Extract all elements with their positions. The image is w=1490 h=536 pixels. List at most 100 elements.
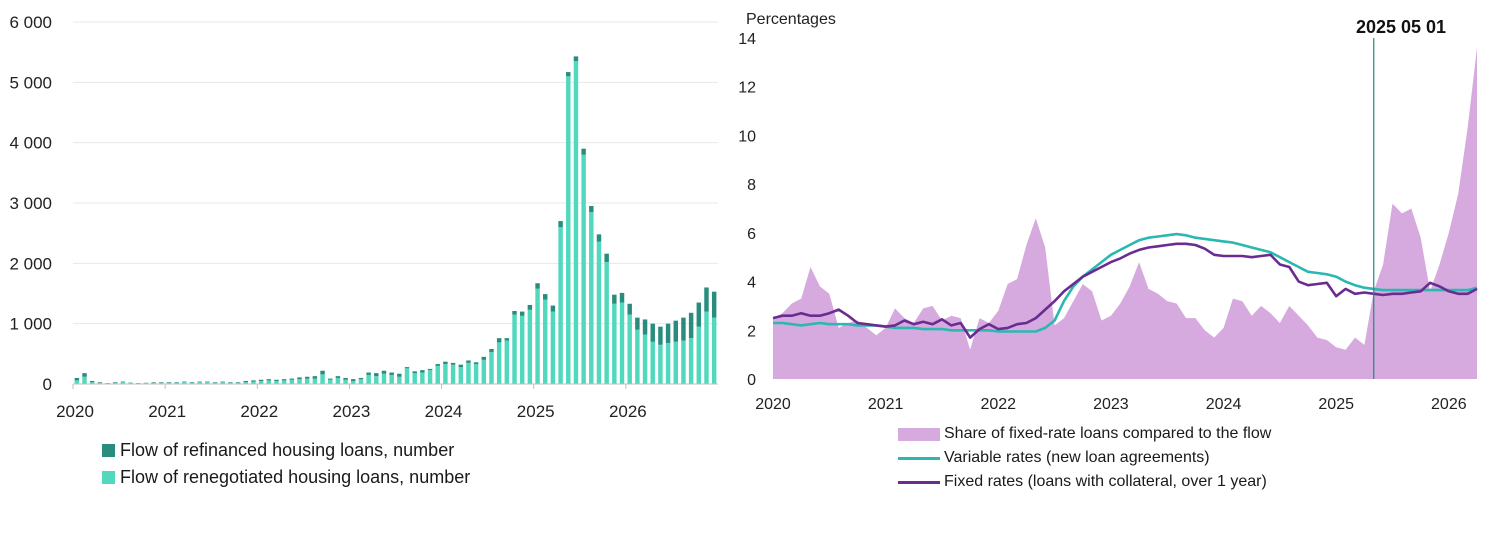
left-x-tick-label: 2026 xyxy=(609,402,647,421)
bar-refinanced xyxy=(627,303,632,315)
bar-refinanced xyxy=(412,371,417,374)
bar-refinanced xyxy=(704,287,709,312)
left-bar-chart: 0 1 000 2 000 3 000 4 000 5 000 6 000 2020 2021 2… xyxy=(9,13,718,421)
bar-renegotiated xyxy=(343,379,348,384)
bar-refinanced xyxy=(589,206,594,213)
bar-refinanced xyxy=(243,380,248,383)
bar-refinanced xyxy=(642,319,648,335)
right-x-tick-label: 2024 xyxy=(1206,396,1242,413)
bar-renegotiated xyxy=(320,374,325,384)
left-x-tick-label: 2025 xyxy=(517,402,555,421)
left-x-tick-label: 2020 xyxy=(56,402,94,421)
share-area-swatch xyxy=(898,427,940,441)
left-y-tick-label: 6 000 xyxy=(9,13,52,32)
bar-renegotiated xyxy=(328,379,333,384)
right-legend: Share of fixed-rate loans compared to th… xyxy=(898,425,1271,491)
bar-refinanced xyxy=(404,367,410,369)
bar-refinanced xyxy=(496,338,502,343)
bar-refinanced xyxy=(89,380,95,383)
right-y-tick-label: 8 xyxy=(747,177,756,194)
bar-renegotiated xyxy=(558,227,563,384)
bar-renegotiated xyxy=(82,376,87,384)
bar-refinanced xyxy=(650,323,655,342)
bar-refinanced xyxy=(665,323,671,343)
bar-refinanced xyxy=(297,377,302,380)
bar-renegotiated xyxy=(366,374,371,384)
bar-renegotiated xyxy=(412,373,417,384)
right-x-tick-label: 2020 xyxy=(755,396,791,413)
bar-refinanced xyxy=(389,372,394,375)
bar-renegotiated xyxy=(381,373,387,384)
bar-refinanced xyxy=(166,382,172,383)
refinanced-swatch xyxy=(102,444,115,457)
legend-label-share-fixed: Share of fixed-rate loans compared to th… xyxy=(944,425,1272,442)
bar-refinanced xyxy=(343,377,348,380)
right-area-layer xyxy=(773,47,1477,379)
legend-item-share-fixed: Share of fixed-rate loans compared to th… xyxy=(898,425,1271,443)
bar-refinanced xyxy=(235,382,241,383)
bar-renegotiated xyxy=(312,378,318,384)
bar-renegotiated xyxy=(113,382,118,384)
right-y-tick-label: 2 xyxy=(747,323,756,340)
bar-renegotiated xyxy=(635,329,640,384)
bar-refinanced xyxy=(120,381,126,383)
bar-refinanced xyxy=(535,283,540,289)
left-x-tick-label: 2022 xyxy=(240,402,278,421)
bar-renegotiated xyxy=(297,379,302,384)
left-gridlines xyxy=(73,21,718,325)
bar-refinanced xyxy=(266,379,272,381)
bar-refinanced xyxy=(174,382,179,383)
bar-renegotiated xyxy=(527,309,533,384)
bar-renegotiated xyxy=(688,338,694,384)
bar-renegotiated xyxy=(566,76,571,385)
left-y-tick-label: 3 000 xyxy=(9,194,52,213)
bar-refinanced xyxy=(251,380,256,382)
bar-refinanced xyxy=(304,376,310,379)
right-line-layer xyxy=(772,232,1478,339)
bar-renegotiated xyxy=(619,302,625,384)
bar-renegotiated xyxy=(466,362,471,384)
right-x-tick-label: 2023 xyxy=(1093,396,1129,413)
bar-refinanced xyxy=(205,381,210,383)
bar-refinanced xyxy=(581,148,586,155)
bar-renegotiated xyxy=(281,380,287,384)
bar-refinanced xyxy=(543,294,548,300)
bar-renegotiated xyxy=(358,379,364,384)
bar-renegotiated xyxy=(374,376,379,384)
bar-refinanced xyxy=(74,377,80,381)
bar-refinanced xyxy=(82,373,87,377)
bar-renegotiated xyxy=(489,352,494,384)
bar-renegotiated xyxy=(627,314,632,384)
right-y-tick-label: 10 xyxy=(738,128,756,145)
bar-refinanced xyxy=(604,253,609,263)
bar-renegotiated xyxy=(289,379,295,384)
bar-renegotiated xyxy=(174,382,179,384)
bar-refinanced xyxy=(351,379,356,381)
bar-renegotiated xyxy=(696,326,702,384)
bar-renegotiated xyxy=(74,380,80,384)
bar-renegotiated xyxy=(151,382,156,384)
legend-item-fixed-rates: Fixed rates (loans with collateral, over… xyxy=(898,473,1271,491)
bar-renegotiated xyxy=(550,311,556,384)
bar-renegotiated xyxy=(427,370,433,384)
bar-refinanced xyxy=(397,373,402,377)
bar-renegotiated xyxy=(182,382,187,384)
bar-renegotiated xyxy=(397,376,402,384)
bar-refinanced xyxy=(312,376,318,379)
bar-refinanced xyxy=(274,379,279,381)
left-y-tick-label: 5 000 xyxy=(9,73,52,92)
left-y-tick-label: 1 000 xyxy=(9,315,52,334)
bar-renegotiated xyxy=(128,382,133,384)
bar-renegotiated xyxy=(159,382,164,384)
bar-refinanced xyxy=(688,312,694,339)
right-y-tick-label: 6 xyxy=(747,226,756,243)
bar-refinanced xyxy=(189,382,195,383)
legend-item-refinanced: Flow of refinanced housing loans, number xyxy=(102,440,470,461)
bar-refinanced xyxy=(420,370,425,373)
right-axes: 0 2 4 6 8 10 12 14 2020 2021 2022 2023 2024 2025 2026 xyxy=(738,31,1467,413)
left-legend: Flow of refinanced housing loans, number… xyxy=(102,440,470,488)
bar-refinanced xyxy=(358,377,364,380)
bar-renegotiated xyxy=(251,381,256,384)
